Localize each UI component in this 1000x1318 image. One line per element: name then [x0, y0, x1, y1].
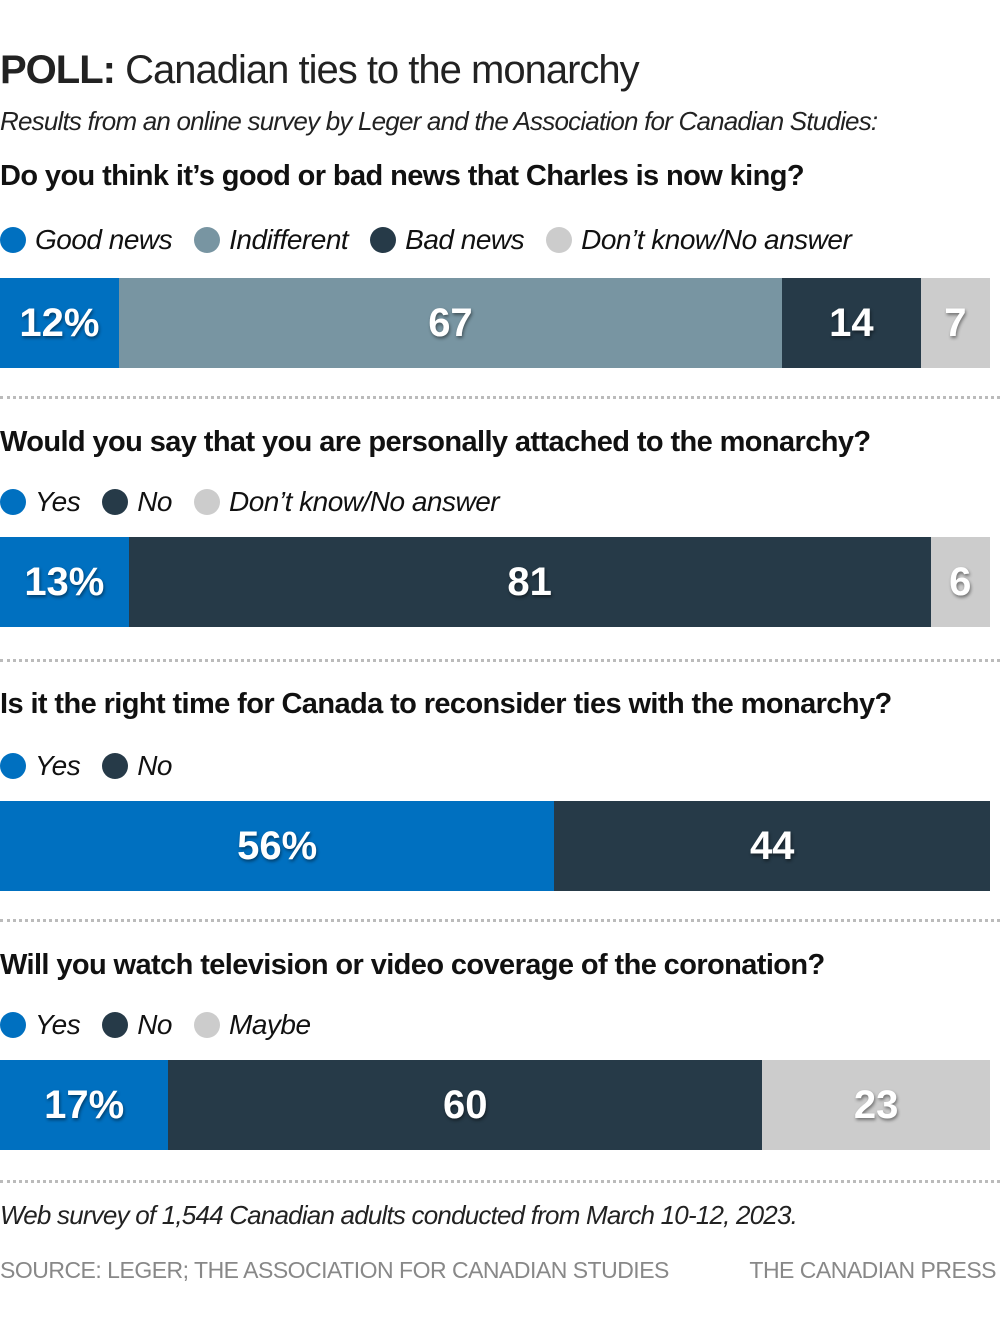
divider [0, 1180, 1000, 1183]
bar-segment: 7 [920, 278, 990, 368]
legend-item: Bad news [370, 224, 525, 256]
question-3: Is it the right time for Canada to recon… [0, 688, 892, 720]
legend-label: Indifferent [229, 224, 349, 255]
bar-segment: 60 [168, 1060, 763, 1150]
bar-segment: 17% [0, 1060, 169, 1150]
legend-4: Yes No Maybe [0, 1009, 333, 1041]
stacked-bar-4: 17% 60 23 [0, 1060, 990, 1150]
data-label: 6 [949, 559, 972, 604]
legend-label: Yes [35, 486, 81, 517]
data-label: 60 [443, 1082, 488, 1127]
legend-item: Don’t know/No answer [546, 224, 852, 256]
legend-label: No [137, 1009, 172, 1040]
legend-swatch-icon [102, 489, 129, 515]
data-label: 44 [749, 823, 795, 868]
legend-item: Indifferent [194, 224, 349, 256]
data-label: 7 [944, 300, 967, 345]
stacked-bar-1: 12% 67 14 7 [0, 278, 990, 368]
stacked-bar-3: 56% 44 [0, 801, 990, 891]
legend-label: No [137, 486, 172, 517]
data-label: 12% [19, 300, 100, 345]
legend-label: Don’t know/No answer [229, 486, 500, 517]
bar-segment: 44 [554, 801, 990, 891]
legend-item: No [102, 486, 172, 518]
bar-segment: 81 [128, 537, 931, 627]
legend-swatch-icon [0, 227, 26, 253]
divider [0, 659, 1000, 662]
data-label: 56% [237, 823, 318, 868]
legend-swatch-icon [102, 753, 129, 779]
divider [0, 396, 1000, 399]
data-label: 67 [428, 300, 473, 345]
title-rest: Canadian ties to the monarchy [114, 48, 640, 92]
question-2: Would you say that you are personally at… [0, 426, 871, 458]
data-label: 13% [24, 559, 105, 604]
stacked-bar-2: 13% 81 6 [0, 537, 990, 627]
legend-item: No [102, 1009, 172, 1041]
legend-item: Maybe [194, 1009, 311, 1041]
bar-segment: 56% [0, 801, 555, 891]
source-text: SOURCE: LEGER; THE ASSOCIATION FOR CANAD… [0, 1257, 669, 1283]
credit-text: THE CANADIAN PRESS [749, 1257, 996, 1283]
legend-label: Don’t know/No answer [581, 224, 852, 255]
bar-segment: 6 [930, 537, 990, 627]
bar-segment: 23 [762, 1060, 990, 1150]
legend-1: Good news Indifferent Bad news Don’t know/N… [0, 224, 873, 256]
bar-segment: 12% [0, 278, 119, 368]
legend-swatch-icon [194, 1012, 220, 1038]
data-label: 17% [44, 1082, 125, 1127]
legend-label: Yes [35, 750, 81, 781]
legend-label: Good news [35, 224, 173, 255]
bar-segment: 13% [0, 537, 129, 627]
legend-swatch-icon [102, 1012, 129, 1038]
legend-item: Good news [0, 224, 173, 256]
legend-item: No [102, 750, 172, 782]
legend-label: Maybe [229, 1009, 311, 1040]
question-4: Will you watch television or video cover… [0, 949, 825, 981]
legend-swatch-icon [194, 489, 220, 515]
chart-subtitle: Results from an online survey by Leger a… [0, 106, 878, 136]
legend-label: No [137, 750, 172, 781]
legend-item: Yes [0, 1009, 81, 1041]
legend-swatch-icon [0, 753, 26, 779]
legend-item: Don’t know/No answer [194, 486, 500, 518]
divider [0, 919, 1000, 922]
data-label: 81 [507, 559, 552, 604]
legend-swatch-icon [546, 227, 573, 253]
bar-segment: 67 [118, 278, 783, 368]
data-label: 14 [829, 300, 874, 345]
legend-swatch-icon [194, 227, 221, 253]
legend-swatch-icon [0, 1012, 26, 1038]
legend-2: Yes No Don’t know/No answer [0, 486, 521, 518]
legend-label: Bad news [405, 224, 525, 255]
question-1: Do you think it’s good or bad news that … [0, 160, 805, 192]
data-label: 23 [853, 1082, 899, 1127]
legend-item: Yes [0, 486, 81, 518]
title-bold: POLL: [0, 48, 116, 92]
legend-item: Yes [0, 750, 81, 782]
legend-swatch-icon [0, 489, 26, 515]
survey-note: Web survey of 1,544 Canadian adults cond… [0, 1200, 798, 1230]
chart-title: POLL: Canadian ties to the monarchy [0, 48, 640, 93]
legend-3: Yes No [0, 750, 194, 782]
legend-label: Yes [35, 1009, 81, 1040]
legend-swatch-icon [370, 227, 397, 253]
bar-segment: 14 [782, 278, 921, 368]
